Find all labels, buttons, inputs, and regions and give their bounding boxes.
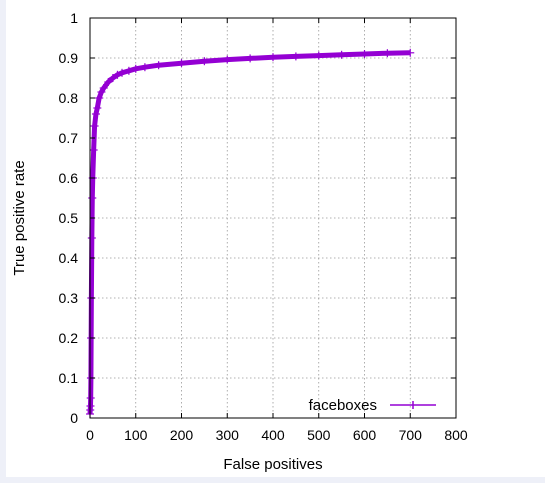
y-tick-label: 0.3 (59, 290, 79, 306)
grid-lines (90, 18, 456, 418)
x-tick-label: 400 (261, 427, 285, 443)
data-point (91, 110, 100, 118)
data-point (89, 146, 98, 154)
y-tick-label: 0.6 (59, 170, 79, 186)
y-tick-label: 1 (70, 10, 78, 26)
series-line (87, 50, 411, 415)
y-tick-label: 0.2 (59, 330, 79, 346)
y-tick-label: 0.5 (59, 210, 79, 226)
data-point (291, 52, 300, 61)
data-point (383, 49, 392, 58)
data-point (269, 53, 277, 62)
data-point (88, 194, 97, 202)
roc-chart: 0 100 200 300 400 500 600 700 800 00.10.20.30.40… (11, 10, 468, 473)
x-tick-label: 800 (444, 427, 468, 443)
x-tick-label: 0 (86, 427, 94, 443)
y-tick-label: 0.9 (59, 50, 79, 66)
data-point (314, 51, 323, 60)
y-tick-label: 0.4 (59, 250, 79, 266)
data-point (140, 63, 149, 72)
data-point (90, 122, 99, 130)
data-point (104, 78, 113, 86)
data-point (360, 50, 369, 58)
y-axis-ticks: 0 0.1 0.2 0.3 0.4 0.5 0.6 0.7 0.8 0.9 1 (59, 10, 456, 426)
x-tick-label: 500 (307, 427, 331, 443)
x-tick-label: 300 (216, 427, 240, 443)
y-tick-label: 0.1 (59, 370, 79, 386)
data-point (177, 59, 186, 68)
data-point (118, 68, 127, 77)
data-point (93, 104, 102, 112)
data-point (223, 55, 232, 64)
data-point (113, 70, 122, 79)
legend: faceboxes (309, 397, 436, 414)
x-tick-label: 200 (170, 427, 194, 443)
x-tick-label: 100 (124, 427, 148, 443)
data-point (99, 84, 108, 92)
data-point (108, 74, 117, 82)
legend-label: faceboxes (309, 397, 377, 414)
x-axis-ticks: 0 100 200 300 400 500 600 700 800 (86, 18, 468, 443)
data-point (246, 54, 255, 63)
data-point (86, 394, 95, 402)
data-point (124, 66, 133, 75)
data-point (154, 61, 163, 70)
y-axis-title: True positive rate (11, 160, 28, 275)
series-curve (86, 48, 415, 418)
y-tick-label: 0 (70, 410, 78, 426)
data-point (200, 57, 209, 66)
data-point (406, 48, 415, 57)
data-point (337, 50, 346, 59)
x-axis-title: False positives (223, 456, 322, 473)
x-tick-label: 600 (353, 427, 377, 443)
data-point (131, 64, 140, 73)
data-point (95, 94, 104, 102)
x-tick-label: 700 (399, 427, 423, 443)
y-tick-label: 0.8 (59, 90, 79, 106)
data-point (87, 234, 96, 242)
y-tick-label: 0.7 (59, 130, 79, 146)
chart-frame: 0 100 200 300 400 500 600 700 800 0 0.1 0.2 0.3 0.4 0… (6, 0, 545, 477)
